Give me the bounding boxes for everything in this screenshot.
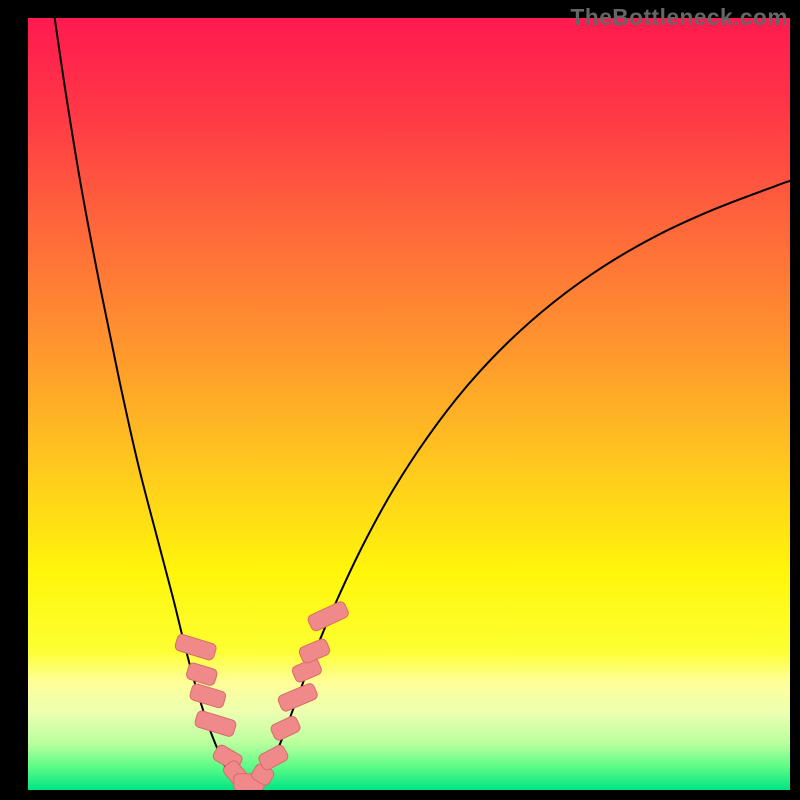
- outer-frame: TheBottleneck.com: [0, 0, 800, 800]
- watermark-text: TheBottleneck.com: [571, 4, 788, 31]
- plot-area: [28, 18, 790, 790]
- gradient-background: [28, 18, 790, 790]
- chart-svg: [28, 18, 790, 790]
